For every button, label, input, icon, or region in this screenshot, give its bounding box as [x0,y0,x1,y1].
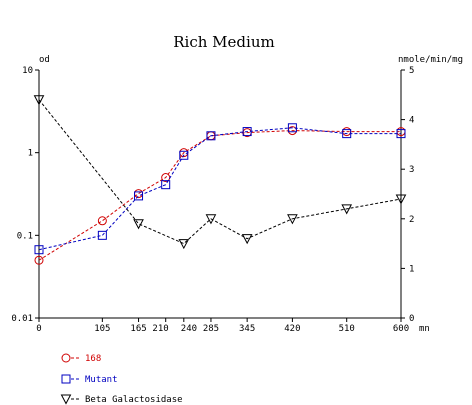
legend-item: Mutant [61,374,118,385]
y-left-axis-label: od [39,55,50,65]
data-point [179,150,189,160]
series-line [38,127,401,251]
y-left-tick-label: 10 [22,66,33,76]
x-tick-label: 420 [284,324,300,334]
series-1 [34,123,406,255]
y-right-tick-label: 0 [409,314,414,324]
x-tick-label: 0 [36,324,41,334]
legend: 168 Mutant Beta Galactosidase [60,353,183,405]
x-axis-unit-label: mn [419,324,430,334]
x-tick-label: 285 [203,324,219,334]
series-0 [34,126,406,265]
data-point [206,131,216,141]
data-point [34,245,44,255]
y-right-tick-label: 5 [409,66,414,76]
data-point [33,95,45,106]
data-point [205,214,217,225]
legend-item: Beta Galactosidase [60,394,183,405]
legend-label: 168 [85,354,101,364]
y-right-axis-label: nmole/min/mg [398,55,463,65]
y-right-tick-label: 2 [409,215,414,225]
data-point [133,219,144,230]
series-line [38,99,402,245]
data-point [241,234,253,245]
y-left-tick-label: 0.1 [17,231,33,241]
data-point [395,194,407,205]
chart-title: Rich Medium [173,33,274,51]
series-2 [33,95,407,250]
data-point [287,214,298,225]
legend-marker [61,353,71,363]
series-line [38,130,401,261]
y-left-tick-label: 0.01 [11,314,33,324]
legend-marker [61,374,71,384]
y-right-tick-label: 4 [409,116,414,126]
data-point [161,180,171,190]
data-point [97,230,107,240]
x-tick-label: 165 [130,324,146,334]
x-tick-label: 240 [181,324,197,334]
legend-label: Mutant [85,375,118,385]
x-tick-label: 105 [94,324,110,334]
data-point [178,239,190,250]
data-point [242,127,252,137]
data-point [287,123,297,133]
x-tick-label: 510 [339,324,355,334]
data-point [341,204,353,215]
data-point [396,129,406,139]
legend-item: 168 [61,353,101,364]
x-tick-label: 600 [393,324,409,334]
data-point [134,191,144,201]
y-left-tick-label: 1 [28,149,33,159]
y-right-tick-label: 1 [409,264,414,274]
axis-ticks: 0 105 165 210 240 285 345 420 510 6000.010.111001… [11,66,414,334]
legend-marker [60,394,72,405]
legend-label: Beta Galactosidase [85,395,183,405]
series-layer [33,95,407,265]
data-point [34,255,44,265]
data-point [134,189,144,199]
data-point [342,129,352,139]
data-point [97,216,107,226]
y-right-tick-label: 3 [409,165,414,175]
x-tick-label: 345 [239,324,255,334]
x-tick-label: 210 [152,324,168,334]
